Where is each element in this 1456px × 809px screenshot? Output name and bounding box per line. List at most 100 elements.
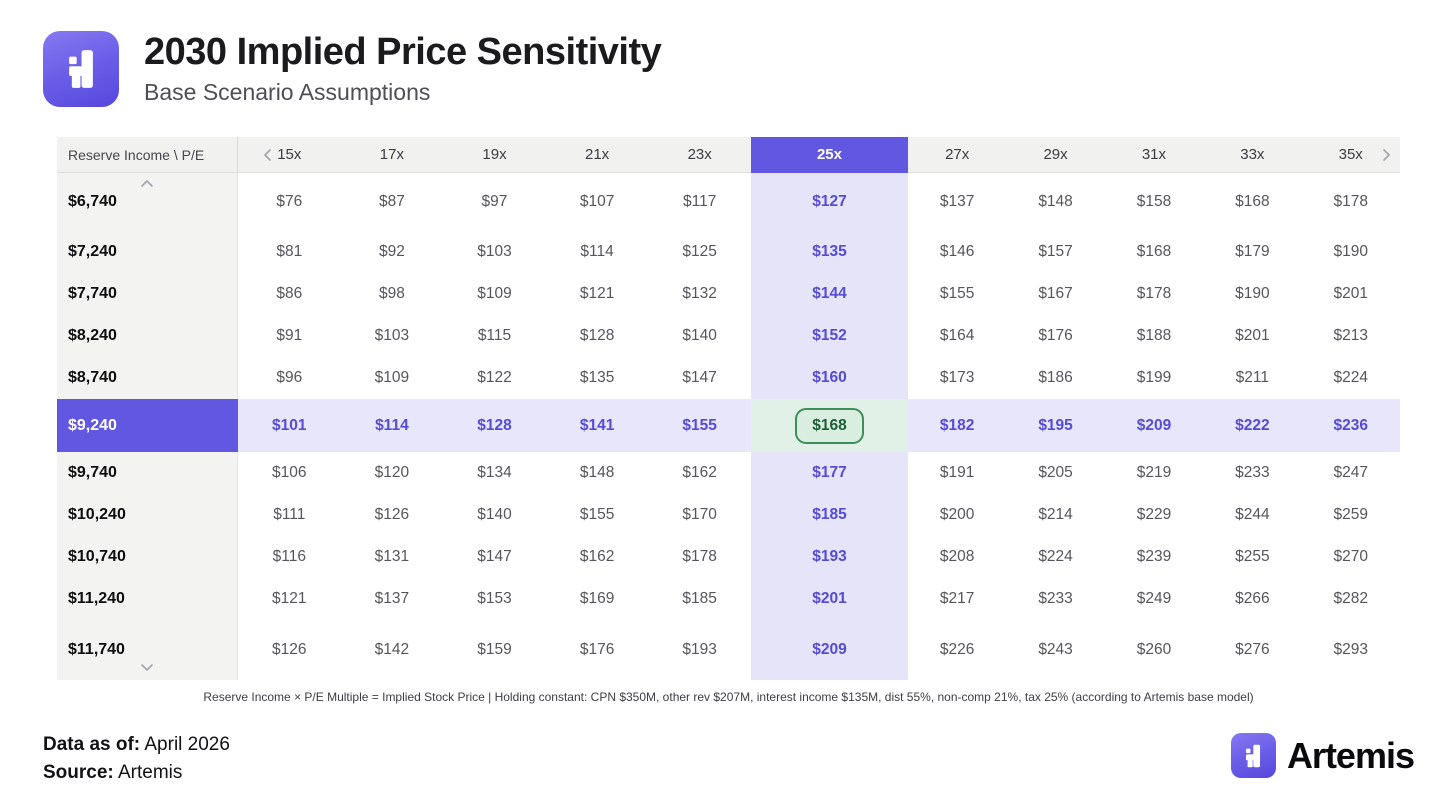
- row-header-$10,240[interactable]: $10,240: [57, 494, 238, 536]
- cell-$8,740-35x[interactable]: $224: [1301, 357, 1400, 399]
- cell-$10,240-25x[interactable]: $185: [750, 494, 908, 536]
- cell-$7,740-35x[interactable]: $201: [1301, 273, 1400, 315]
- cell-$6,740-19x[interactable]: $97: [443, 173, 546, 231]
- column-header-23x[interactable]: 23x: [648, 137, 751, 173]
- cell-$11,740-19x[interactable]: $159: [443, 620, 546, 680]
- cell-$9,240-35x[interactable]: $236: [1301, 399, 1400, 452]
- cell-$11,240-23x[interactable]: $185: [648, 578, 751, 620]
- cell-$7,740-19x[interactable]: $109: [443, 273, 546, 315]
- row-header-$7,740[interactable]: $7,740: [57, 273, 238, 315]
- cell-$11,740-17x[interactable]: $142: [340, 620, 444, 680]
- cell-$11,240-25x[interactable]: $201: [750, 578, 908, 620]
- cell-$9,740-21x[interactable]: $148: [545, 452, 649, 494]
- cell-$10,240-19x[interactable]: $140: [443, 494, 546, 536]
- chevron-right-icon[interactable]: [1381, 148, 1392, 162]
- cell-$7,240-27x[interactable]: $146: [907, 231, 1007, 273]
- cell-$7,740-21x[interactable]: $121: [545, 273, 649, 315]
- cell-$8,740-33x[interactable]: $211: [1203, 357, 1302, 399]
- cell-$7,740-25x[interactable]: $144: [750, 273, 908, 315]
- cell-$11,740-27x[interactable]: $226: [907, 620, 1007, 680]
- cell-$8,740-23x[interactable]: $147: [648, 357, 751, 399]
- column-header-27x[interactable]: 27x: [907, 137, 1007, 173]
- cell-$8,240-29x[interactable]: $176: [1006, 315, 1105, 357]
- cell-$10,740-29x[interactable]: $224: [1006, 536, 1105, 578]
- cell-$7,240-31x[interactable]: $168: [1104, 231, 1204, 273]
- cell-$11,240-29x[interactable]: $233: [1006, 578, 1105, 620]
- cell-$8,740-27x[interactable]: $173: [907, 357, 1007, 399]
- cell-$10,740-27x[interactable]: $208: [907, 536, 1007, 578]
- cell-$9,240-33x[interactable]: $222: [1203, 399, 1302, 452]
- cell-$10,740-31x[interactable]: $239: [1104, 536, 1204, 578]
- cell-$7,240-35x[interactable]: $190: [1301, 231, 1400, 273]
- cell-$10,740-19x[interactable]: $147: [443, 536, 546, 578]
- cell-$10,240-17x[interactable]: $126: [340, 494, 444, 536]
- cell-$6,740-33x[interactable]: $168: [1203, 173, 1302, 231]
- cell-$6,740-27x[interactable]: $137: [907, 173, 1007, 231]
- cell-$9,240-27x[interactable]: $182: [907, 399, 1007, 452]
- cell-$8,240-25x[interactable]: $152: [750, 315, 908, 357]
- cell-$8,240-35x[interactable]: $213: [1301, 315, 1400, 357]
- row-header-$10,740[interactable]: $10,740: [57, 536, 238, 578]
- cell-$8,240-15x[interactable]: $91: [238, 315, 341, 357]
- row-header-$9,240[interactable]: $9,240: [57, 399, 238, 452]
- cell-$6,740-29x[interactable]: $148: [1006, 173, 1105, 231]
- cell-$9,740-25x[interactable]: $177: [750, 452, 908, 494]
- cell-$10,740-17x[interactable]: $131: [340, 536, 444, 578]
- column-header-33x[interactable]: 33x: [1203, 137, 1302, 173]
- cell-$8,740-21x[interactable]: $135: [545, 357, 649, 399]
- cell-$10,240-31x[interactable]: $229: [1104, 494, 1204, 536]
- cell-$9,740-35x[interactable]: $247: [1301, 452, 1400, 494]
- cell-$6,740-31x[interactable]: $158: [1104, 173, 1204, 231]
- cell-$9,240-21x[interactable]: $141: [545, 399, 649, 452]
- row-header-$8,740[interactable]: $8,740: [57, 357, 238, 399]
- column-header-17x[interactable]: 17x: [340, 137, 444, 173]
- column-header-19x[interactable]: 19x: [443, 137, 546, 173]
- cell-$9,740-27x[interactable]: $191: [907, 452, 1007, 494]
- cell-$6,740-15x[interactable]: $76: [238, 173, 341, 231]
- cell-$10,240-33x[interactable]: $244: [1203, 494, 1302, 536]
- cell-$9,240-25x[interactable]: $168: [750, 399, 908, 452]
- cell-$8,240-23x[interactable]: $140: [648, 315, 751, 357]
- chevron-up-icon[interactable]: [140, 178, 154, 189]
- cell-$11,240-15x[interactable]: $121: [238, 578, 341, 620]
- cell-$9,240-19x[interactable]: $128: [443, 399, 546, 452]
- cell-$8,740-29x[interactable]: $186: [1006, 357, 1105, 399]
- cell-$11,240-33x[interactable]: $266: [1203, 578, 1302, 620]
- cell-$9,240-17x[interactable]: $114: [340, 399, 444, 452]
- cell-$11,240-21x[interactable]: $169: [545, 578, 649, 620]
- row-header-$11,740[interactable]: $11,740: [57, 620, 238, 680]
- cell-$11,740-31x[interactable]: $260: [1104, 620, 1204, 680]
- column-header-15x[interactable]: 15x: [238, 137, 341, 173]
- cell-$11,740-35x[interactable]: $293: [1301, 620, 1400, 680]
- cell-$6,740-35x[interactable]: $178: [1301, 173, 1400, 231]
- cell-$8,240-27x[interactable]: $164: [907, 315, 1007, 357]
- cell-$7,740-33x[interactable]: $190: [1203, 273, 1302, 315]
- row-header-$7,240[interactable]: $7,240: [57, 231, 238, 273]
- cell-$9,740-29x[interactable]: $205: [1006, 452, 1105, 494]
- row-header-$6,740[interactable]: $6,740: [57, 173, 238, 231]
- cell-$8,240-17x[interactable]: $103: [340, 315, 444, 357]
- cell-$10,740-21x[interactable]: $162: [545, 536, 649, 578]
- cell-$9,740-17x[interactable]: $120: [340, 452, 444, 494]
- cell-$9,740-19x[interactable]: $134: [443, 452, 546, 494]
- cell-$8,740-17x[interactable]: $109: [340, 357, 444, 399]
- cell-$7,240-19x[interactable]: $103: [443, 231, 546, 273]
- cell-$9,240-15x[interactable]: $101: [238, 399, 341, 452]
- cell-$10,740-15x[interactable]: $116: [238, 536, 341, 578]
- cell-$6,740-17x[interactable]: $87: [340, 173, 444, 231]
- cell-$10,740-25x[interactable]: $193: [750, 536, 908, 578]
- cell-$7,240-25x[interactable]: $135: [750, 231, 908, 273]
- cell-$11,740-25x[interactable]: $209: [750, 620, 908, 680]
- cell-$10,740-23x[interactable]: $178: [648, 536, 751, 578]
- cell-$9,240-29x[interactable]: $195: [1006, 399, 1105, 452]
- cell-$10,240-15x[interactable]: $111: [238, 494, 341, 536]
- cell-$6,740-21x[interactable]: $107: [545, 173, 649, 231]
- cell-$11,740-29x[interactable]: $243: [1006, 620, 1105, 680]
- column-header-35x[interactable]: 35x: [1301, 137, 1400, 173]
- cell-$7,240-21x[interactable]: $114: [545, 231, 649, 273]
- cell-$7,240-23x[interactable]: $125: [648, 231, 751, 273]
- cell-$11,740-21x[interactable]: $176: [545, 620, 649, 680]
- cell-$8,240-21x[interactable]: $128: [545, 315, 649, 357]
- cell-$7,740-17x[interactable]: $98: [340, 273, 444, 315]
- cell-$7,240-17x[interactable]: $92: [340, 231, 444, 273]
